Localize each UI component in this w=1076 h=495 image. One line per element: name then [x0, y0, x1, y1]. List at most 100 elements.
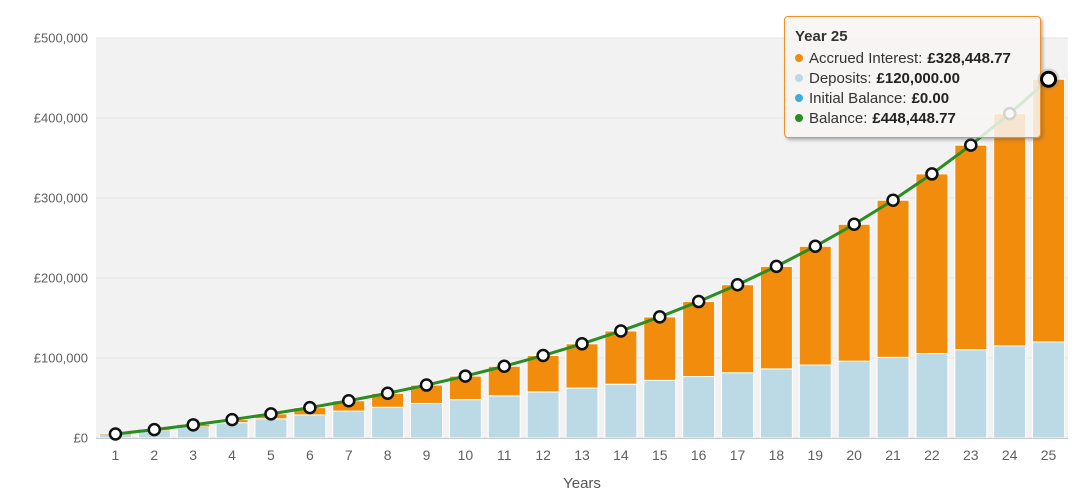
balance-point[interactable]: [380, 386, 395, 400]
deposits-bar[interactable]: [526, 391, 560, 439]
interest-bar[interactable]: [643, 316, 677, 381]
deposits-bar[interactable]: [954, 349, 988, 439]
tooltip-series-value: £328,448.77: [927, 49, 1011, 67]
balance-point[interactable]: [614, 324, 628, 338]
x-axis-tick-label: 4: [228, 447, 236, 463]
tooltip-series-value: £0.00: [911, 89, 950, 107]
balance-point[interactable]: [536, 348, 550, 363]
balance-point[interactable]: [186, 418, 200, 432]
balance-point[interactable]: [147, 422, 162, 437]
deposits-bar[interactable]: [837, 360, 871, 439]
x-axis-tick-label: 25: [1041, 447, 1057, 463]
x-axis-title: Years: [563, 475, 601, 492]
x-axis-tick-label: 16: [691, 447, 707, 463]
x-axis-tick-label: 19: [807, 447, 823, 463]
x-axis-tick-label: 18: [769, 447, 785, 463]
balance-point[interactable]: [808, 239, 823, 254]
y-axis-tick-label: £300,000: [34, 191, 88, 206]
x-axis-tick-label: 11: [497, 447, 512, 463]
x-axis-tick-label: 13: [574, 447, 590, 463]
y-axis-tick-label: £400,000: [34, 111, 88, 126]
deposits-bar[interactable]: [371, 406, 405, 439]
tooltip-series-label: Balance:: [809, 109, 868, 127]
deposits-bar[interactable]: [1032, 341, 1066, 439]
x-axis-tick-label: 3: [189, 447, 197, 463]
interest-bar[interactable]: [876, 199, 910, 358]
interest-bar[interactable]: [954, 144, 988, 351]
deposits-bar[interactable]: [993, 345, 1027, 439]
tooltip-series-label: Initial Balance:: [809, 89, 907, 107]
interest-bar[interactable]: [759, 265, 793, 370]
deposits-bar[interactable]: [565, 387, 599, 439]
interest-bar[interactable]: [993, 113, 1027, 347]
deposits-bar[interactable]: [721, 372, 755, 439]
tooltip-series-value: £448,448.77: [872, 109, 956, 127]
interest-bar[interactable]: [798, 245, 832, 366]
x-axis-tick-label: 15: [652, 447, 668, 463]
balance-point[interactable]: [964, 138, 978, 152]
balance-point[interactable]: [264, 407, 278, 421]
balance-point[interactable]: [886, 193, 900, 207]
interest-bar[interactable]: [721, 284, 755, 374]
deposits-bar[interactable]: [876, 356, 910, 439]
tooltip-series-label: Deposits:: [809, 69, 872, 87]
x-axis-tick-label: 5: [267, 447, 275, 463]
deposits-bar[interactable]: [682, 376, 716, 439]
deposits-bar[interactable]: [254, 418, 288, 439]
interest-bar[interactable]: [565, 343, 599, 389]
deposits-bar[interactable]: [448, 399, 482, 439]
balance-dot-icon: [795, 114, 803, 122]
x-axis-tick-label: 23: [963, 447, 979, 463]
x-axis-tick-label: 22: [924, 447, 940, 463]
x-axis-tick-label: 9: [423, 447, 431, 463]
balance-point[interactable]: [341, 393, 356, 408]
x-axis-tick-label: 24: [1002, 447, 1018, 463]
deposits-bar[interactable]: [487, 395, 521, 439]
interest-bar[interactable]: [837, 223, 871, 362]
balance-point[interactable]: [419, 378, 434, 392]
balance-point[interactable]: [497, 359, 511, 374]
balance-point[interactable]: [458, 369, 473, 383]
x-axis-tick-label: 6: [306, 447, 314, 463]
tooltip-row-balance: Balance: £448,448.77: [795, 108, 1030, 128]
tooltip-row-initial-balance: Initial Balance: £0.00: [795, 88, 1030, 108]
interest-bar[interactable]: [604, 330, 638, 385]
interest-bar[interactable]: [915, 173, 949, 355]
interest-bar[interactable]: [682, 301, 716, 378]
tooltip-title: Year 25: [795, 28, 848, 45]
deposits-bar[interactable]: [643, 379, 677, 439]
balance-point[interactable]: [730, 277, 745, 292]
accrued-interest-dot-icon: [795, 54, 803, 62]
interest-bar[interactable]: [1032, 78, 1066, 343]
tooltip-row-deposits: Deposits: £120,000.00: [795, 68, 1030, 88]
balance-point[interactable]: [925, 167, 939, 181]
y-axis-tick-label: £500,000: [34, 31, 88, 46]
deposits-bar[interactable]: [915, 353, 949, 439]
x-axis-tick-label: 17: [730, 447, 746, 463]
x-axis-tick-label: 8: [384, 447, 392, 463]
chart-tooltip: Year 25 Accrued Interest: £328,448.77 De…: [784, 16, 1041, 138]
balance-point[interactable]: [303, 400, 317, 415]
x-axis-tick-label: 20: [846, 447, 862, 463]
balance-point[interactable]: [108, 427, 123, 441]
balance-point[interactable]: [769, 259, 784, 274]
balance-point[interactable]: [575, 337, 589, 351]
deposits-bar[interactable]: [759, 368, 793, 439]
balance-point[interactable]: [225, 412, 239, 427]
y-axis-tick-label: £0: [74, 431, 88, 446]
tooltip-series-value: £120,000.00: [876, 69, 960, 87]
deposits-dot-icon: [795, 74, 803, 82]
balance-point[interactable]: [847, 217, 861, 232]
deposits-bar[interactable]: [409, 402, 443, 439]
x-axis-tick-label: 21: [885, 447, 901, 463]
deposits-bar[interactable]: [798, 364, 832, 439]
deposits-bar[interactable]: [332, 410, 366, 439]
x-axis-tick-label: 1: [112, 447, 120, 463]
balance-point[interactable]: [653, 310, 667, 324]
deposits-bar[interactable]: [293, 414, 327, 439]
initial-balance-dot-icon: [795, 94, 803, 102]
balance-point[interactable]: [691, 294, 706, 309]
deposits-bar[interactable]: [604, 383, 638, 439]
x-axis-tick-label: 10: [458, 447, 474, 463]
